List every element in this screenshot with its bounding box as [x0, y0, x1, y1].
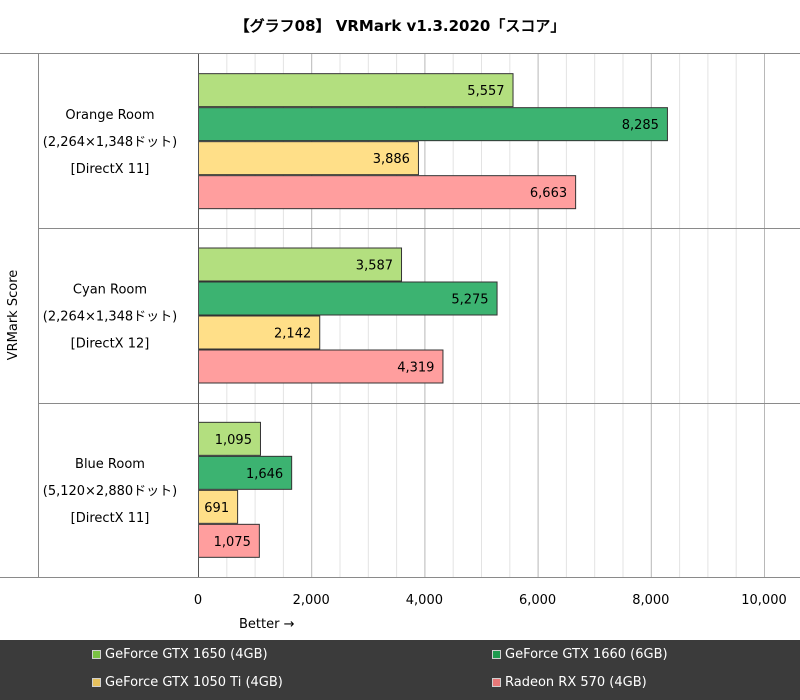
bar-value-label: 5,275 — [451, 293, 488, 308]
category-label: Orange Room — [65, 108, 154, 123]
vrmark-chart: 【グラフ08】 VRMark v1.3.2020「スコア」 VRMark Sco… — [0, 17, 800, 632]
bar-value-label: 8,285 — [622, 118, 659, 133]
bar — [198, 107, 668, 142]
legend-swatch-rx570 — [492, 677, 501, 687]
bar — [198, 73, 514, 108]
legend-label-rx570: Radeon RX 570 (4GB) — [505, 674, 647, 690]
legend-swatch-gtx1660 — [492, 649, 501, 659]
category-label: Blue Room — [75, 457, 145, 472]
bar-value-label: 3,886 — [373, 152, 410, 167]
category-label: (2,264×1,348ドット) — [43, 310, 177, 325]
bar-value-label: 3,587 — [356, 259, 393, 274]
bar — [198, 455, 293, 490]
y-axis-label: VRMark Score — [6, 270, 21, 361]
legend-label-gtx1660: GeForce GTX 1660 (6GB) — [505, 646, 668, 662]
category-label: [DirectX 12] — [71, 337, 150, 352]
bar-value-label: 6,663 — [530, 186, 567, 201]
category-label: [DirectX 11] — [71, 511, 150, 526]
bar-value-label: 5,557 — [467, 84, 504, 99]
legend-swatch-gtx1650 — [92, 649, 101, 659]
legend-label-gtx1050ti: GeForce GTX 1050 Ti (4GB) — [105, 674, 283, 690]
bar — [198, 247, 403, 282]
x-tick-label: 4,000 — [406, 593, 443, 608]
bar — [198, 315, 321, 350]
x-axis-label: Better → — [239, 617, 295, 632]
legend-item-gtx1650: GeForce GTX 1650 (4GB) — [92, 640, 268, 668]
x-tick-label: 2,000 — [293, 593, 330, 608]
bar — [198, 523, 260, 558]
x-tick-label: 10,000 — [741, 593, 787, 608]
bar-value-label: 2,142 — [274, 327, 311, 342]
x-tick-label: 0 — [194, 593, 202, 608]
bar-value-label: 691 — [204, 501, 229, 516]
bar — [198, 349, 444, 384]
legend-item-gtx1660: GeForce GTX 1660 (6GB) — [492, 640, 668, 668]
bar — [198, 421, 261, 456]
legend-swatch-gtx1050ti — [92, 677, 101, 687]
legend-item-rx570: Radeon RX 570 (4GB) — [492, 668, 647, 696]
bar — [198, 175, 577, 210]
category-label: (2,264×1,348ドット) — [43, 135, 177, 150]
chart-title: 【グラフ08】 VRMark v1.3.2020「スコア」 — [235, 17, 566, 35]
bar — [198, 281, 498, 316]
category-label: Cyan Room — [73, 283, 147, 298]
bar-value-label: 1,646 — [246, 467, 283, 482]
bar — [198, 141, 419, 176]
x-tick-label: 6,000 — [519, 593, 556, 608]
category-label: (5,120×2,880ドット) — [43, 484, 177, 499]
bar-value-label: 1,075 — [214, 535, 251, 550]
legend-label-gtx1650: GeForce GTX 1650 (4GB) — [105, 646, 268, 662]
category-label: [DirectX 11] — [71, 162, 150, 177]
bar — [198, 489, 239, 524]
bar-value-label: 4,319 — [397, 361, 434, 376]
bar-value-label: 1,095 — [215, 433, 252, 448]
legend-item-gtx1050ti: GeForce GTX 1050 Ti (4GB) — [92, 668, 283, 696]
legend: GeForce GTX 1650 (4GB) GeForce GTX 1660 … — [0, 640, 800, 700]
x-tick-label: 8,000 — [632, 593, 669, 608]
